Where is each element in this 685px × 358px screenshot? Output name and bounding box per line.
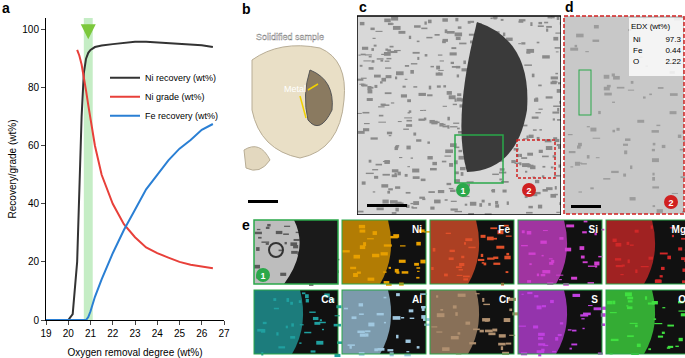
svg-text:19: 19 bbox=[40, 328, 52, 339]
svg-text:Si: Si bbox=[589, 224, 599, 235]
svg-text:b: b bbox=[242, 1, 251, 17]
svg-text:Solidified sample: Solidified sample bbox=[256, 32, 324, 42]
svg-text:Ca: Ca bbox=[321, 294, 334, 305]
svg-text:Al: Al bbox=[412, 294, 422, 305]
svg-text:Recovery/grade (wt%): Recovery/grade (wt%) bbox=[7, 120, 18, 219]
svg-text:c: c bbox=[359, 0, 367, 15]
svg-text:S: S bbox=[591, 294, 598, 305]
svg-text:100: 100 bbox=[22, 24, 39, 35]
svg-text:d: d bbox=[565, 0, 574, 15]
svg-text:20: 20 bbox=[28, 256, 40, 267]
svg-text:Cr: Cr bbox=[499, 294, 510, 305]
svg-text:Ni: Ni bbox=[412, 224, 422, 235]
svg-text:1: 1 bbox=[260, 271, 265, 281]
svg-text:25: 25 bbox=[174, 328, 186, 339]
svg-text:22: 22 bbox=[107, 328, 119, 339]
svg-text:O: O bbox=[678, 294, 685, 305]
svg-text:Mg: Mg bbox=[672, 224, 685, 235]
svg-text:27: 27 bbox=[218, 328, 230, 339]
svg-text:60: 60 bbox=[28, 140, 40, 151]
svg-text:21: 21 bbox=[85, 328, 97, 339]
svg-text:Fe: Fe bbox=[498, 224, 510, 235]
svg-text:40: 40 bbox=[28, 198, 40, 209]
svg-text:EDX (wt%): EDX (wt%) bbox=[631, 22, 670, 31]
svg-text:26: 26 bbox=[196, 328, 208, 339]
svg-text:Fe recovery (wt%): Fe recovery (wt%) bbox=[145, 111, 218, 121]
svg-text:80: 80 bbox=[28, 82, 40, 93]
svg-text:24: 24 bbox=[152, 328, 164, 339]
svg-text:2: 2 bbox=[526, 186, 531, 196]
svg-text:O: O bbox=[633, 57, 639, 66]
svg-text:0.44: 0.44 bbox=[665, 46, 681, 55]
svg-text:Metal: Metal bbox=[284, 84, 306, 94]
svg-text:Ni recovery (wt%): Ni recovery (wt%) bbox=[145, 73, 216, 83]
svg-text:20: 20 bbox=[63, 328, 75, 339]
svg-text:Oxygen removal degree (wt%): Oxygen removal degree (wt%) bbox=[67, 347, 202, 358]
svg-text:97.3: 97.3 bbox=[665, 35, 681, 44]
svg-text:2: 2 bbox=[668, 198, 673, 208]
svg-text:1: 1 bbox=[460, 186, 465, 196]
svg-text:e: e bbox=[242, 218, 250, 233]
svg-text:Fe: Fe bbox=[633, 46, 643, 55]
svg-text:2.22: 2.22 bbox=[665, 57, 681, 66]
svg-text:23: 23 bbox=[129, 328, 141, 339]
html-text:a: a bbox=[2, 0, 10, 16]
svg-text:Ni grade (wt%): Ni grade (wt%) bbox=[145, 92, 205, 102]
svg-text:Ni: Ni bbox=[633, 35, 641, 44]
svg-text:0: 0 bbox=[33, 315, 39, 326]
